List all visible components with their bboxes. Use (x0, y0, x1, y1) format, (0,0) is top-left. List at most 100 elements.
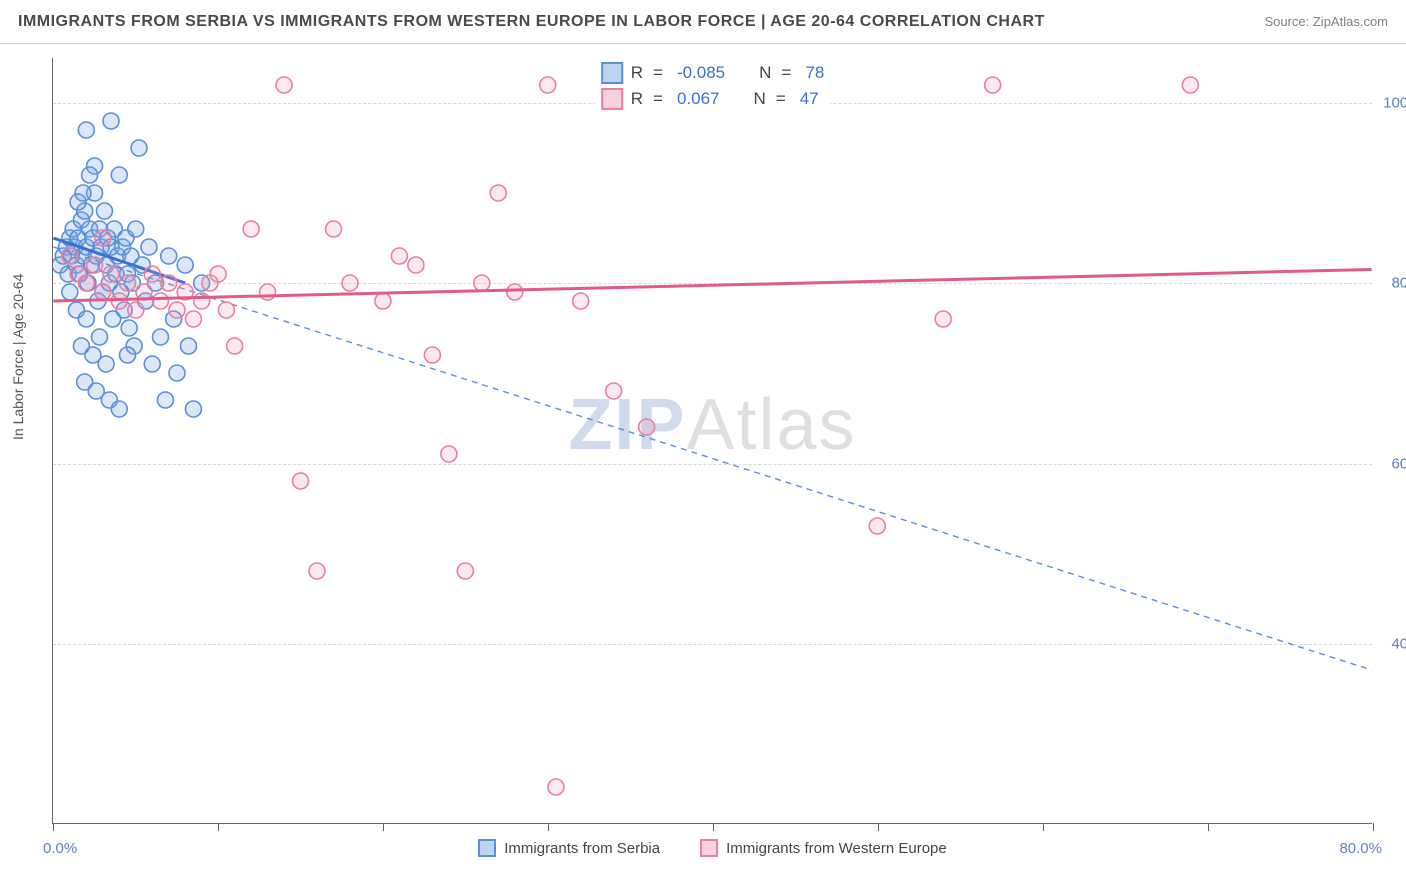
scatter-point-western_europe (424, 347, 440, 363)
scatter-point-western_europe (128, 302, 144, 318)
legend-r-label: R (631, 63, 643, 83)
scatter-point-serbia (144, 356, 160, 372)
scatter-point-western_europe (573, 293, 589, 309)
scatter-point-western_europe (169, 302, 185, 318)
scatter-point-serbia (161, 248, 177, 264)
title-bar: IMMIGRANTS FROM SERBIA VS IMMIGRANTS FRO… (0, 0, 1406, 44)
scatter-point-serbia (120, 347, 136, 363)
scatter-point-serbia (78, 311, 94, 327)
legend-eq: = (653, 63, 663, 83)
x-tick (53, 823, 54, 831)
plot-area: R = -0.085 N = 78 R = 0.067 N = 47 ZIPAt… (52, 58, 1372, 824)
scatter-point-serbia (98, 356, 114, 372)
legend-bottom: Immigrants from Serbia Immigrants from W… (53, 839, 1372, 857)
scatter-point-western_europe (548, 779, 564, 795)
scatter-point-western_europe (95, 230, 111, 246)
legend-swatch-weurope (601, 88, 623, 110)
legend-bottom-swatch-weurope (700, 839, 718, 857)
scatter-point-serbia (169, 365, 185, 381)
scatter-point-western_europe (342, 275, 358, 291)
scatter-point-western_europe (194, 293, 210, 309)
x-tick (713, 823, 714, 831)
scatter-point-western_europe (144, 266, 160, 282)
scatter-point-western_europe (161, 275, 177, 291)
y-tick-label: 40.0% (1391, 635, 1406, 652)
x-tick (383, 823, 384, 831)
y-axis-label: In Labor Force | Age 20-64 (10, 274, 26, 440)
scatter-point-serbia (180, 338, 196, 354)
scatter-point-serbia (185, 401, 201, 417)
scatter-point-western_europe (869, 518, 885, 534)
source-attribution: Source: ZipAtlas.com (1264, 14, 1388, 29)
scatter-point-western_europe (441, 446, 457, 462)
scatter-point-western_europe (474, 275, 490, 291)
x-tick-label-min: 0.0% (43, 840, 77, 857)
x-tick (548, 823, 549, 831)
scatter-point-serbia (103, 113, 119, 129)
x-tick (1208, 823, 1209, 831)
legend-n-label: N (753, 89, 765, 109)
scatter-point-western_europe (639, 419, 655, 435)
legend-bottom-label-weurope: Immigrants from Western Europe (726, 840, 947, 857)
scatter-point-serbia (111, 167, 127, 183)
scatter-point-western_europe (375, 293, 391, 309)
scatter-point-western_europe (120, 275, 136, 291)
scatter-point-western_europe (490, 185, 506, 201)
scatter-point-western_europe (326, 221, 342, 237)
scatter-svg (53, 58, 1372, 823)
scatter-point-western_europe (276, 77, 292, 93)
legend-bottom-weurope: Immigrants from Western Europe (700, 839, 947, 857)
scatter-point-western_europe (103, 266, 119, 282)
scatter-point-serbia (62, 284, 78, 300)
scatter-point-western_europe (1182, 77, 1198, 93)
scatter-point-serbia (111, 401, 127, 417)
scatter-point-serbia (82, 167, 98, 183)
x-tick (218, 823, 219, 831)
legend-bottom-swatch-serbia (478, 839, 496, 857)
legend-swatch-serbia (601, 62, 623, 84)
scatter-point-serbia (157, 392, 173, 408)
legend-r-value-weurope: 0.067 (677, 89, 720, 109)
scatter-point-western_europe (457, 563, 473, 579)
scatter-point-western_europe (62, 248, 78, 264)
scatter-point-western_europe (260, 284, 276, 300)
chart-title: IMMIGRANTS FROM SERBIA VS IMMIGRANTS FRO… (18, 13, 1045, 31)
legend-r-label: R (631, 89, 643, 109)
scatter-point-serbia (96, 203, 112, 219)
legend-row-serbia: R = -0.085 N = 78 (595, 60, 831, 86)
legend-n-value-weurope: 47 (800, 89, 819, 109)
y-tick-label: 100.0% (1383, 95, 1406, 112)
legend-eq: = (781, 63, 791, 83)
scatter-point-western_europe (152, 293, 168, 309)
scatter-point-serbia (70, 194, 86, 210)
x-tick (1043, 823, 1044, 831)
legend-n-value-serbia: 78 (805, 63, 824, 83)
legend-r-value-serbia: -0.085 (677, 63, 725, 83)
scatter-point-serbia (78, 122, 94, 138)
scatter-point-western_europe (935, 311, 951, 327)
scatter-point-western_europe (985, 77, 1001, 93)
legend-bottom-label-serbia: Immigrants from Serbia (504, 840, 660, 857)
x-tick-label-max: 80.0% (1339, 840, 1382, 857)
y-tick-label: 80.0% (1391, 275, 1406, 292)
legend-correlation: R = -0.085 N = 78 R = 0.067 N = 47 (595, 60, 831, 112)
scatter-point-western_europe (391, 248, 407, 264)
scatter-point-western_europe (309, 563, 325, 579)
scatter-point-western_europe (540, 77, 556, 93)
legend-row-weurope: R = 0.067 N = 47 (595, 86, 831, 112)
scatter-point-western_europe (293, 473, 309, 489)
legend-eq: = (776, 89, 786, 109)
scatter-point-western_europe (218, 302, 234, 318)
scatter-point-serbia (131, 140, 147, 156)
scatter-point-western_europe (210, 266, 226, 282)
legend-n-label: N (759, 63, 771, 83)
legend-eq: = (653, 89, 663, 109)
scatter-point-western_europe (87, 257, 103, 273)
legend-bottom-serbia: Immigrants from Serbia (478, 839, 660, 857)
x-tick (878, 823, 879, 831)
scatter-point-western_europe (507, 284, 523, 300)
scatter-point-western_europe (606, 383, 622, 399)
scatter-point-serbia (128, 221, 144, 237)
scatter-point-serbia (152, 329, 168, 345)
scatter-point-western_europe (408, 257, 424, 273)
